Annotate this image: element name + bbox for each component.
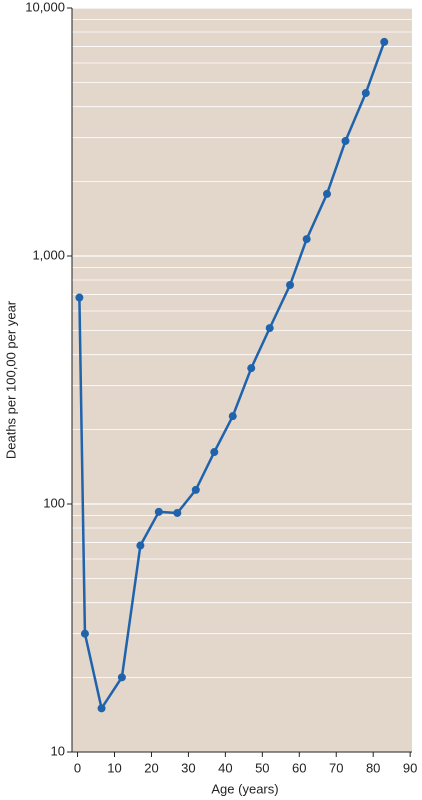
- series-line: [78, 41, 386, 710]
- data-point: [247, 364, 256, 373]
- x-tick-label: 70: [329, 760, 343, 775]
- x-tick-label: 0: [74, 760, 81, 775]
- x-tick-label: 80: [366, 760, 380, 775]
- data-point: [265, 324, 274, 333]
- x-tick-label: 90: [403, 760, 417, 775]
- x-tick-label: 20: [144, 760, 158, 775]
- data-point: [341, 136, 350, 145]
- y-axis-label: Deaths per 100,00 per year: [3, 300, 18, 459]
- data-point: [361, 89, 370, 98]
- data-point: [191, 485, 200, 494]
- x-tick-label: 60: [292, 760, 306, 775]
- x-axis-label: Age (years): [211, 781, 278, 796]
- data-point: [228, 412, 237, 421]
- y-tick-label: 100: [43, 495, 65, 510]
- data-point: [75, 293, 84, 302]
- data-point: [210, 448, 219, 457]
- data-point: [173, 508, 182, 517]
- x-tick-label: 30: [181, 760, 195, 775]
- data-point: [380, 37, 389, 46]
- x-tick-label: 40: [218, 760, 232, 775]
- y-tick-label: 10: [51, 743, 65, 758]
- data-point: [302, 235, 311, 244]
- data-point: [323, 189, 331, 198]
- y-tick-label: 1,000: [32, 247, 65, 262]
- data-point: [154, 507, 163, 516]
- data-point: [136, 541, 145, 550]
- data-point: [117, 673, 126, 682]
- plot-background: [72, 8, 412, 752]
- x-tick-label: 50: [255, 760, 269, 775]
- x-tick-label: 10: [107, 760, 121, 775]
- data-point: [286, 280, 295, 289]
- data-point: [97, 704, 106, 713]
- y-tick-label: 10,000: [25, 0, 65, 14]
- data-point: [80, 629, 89, 638]
